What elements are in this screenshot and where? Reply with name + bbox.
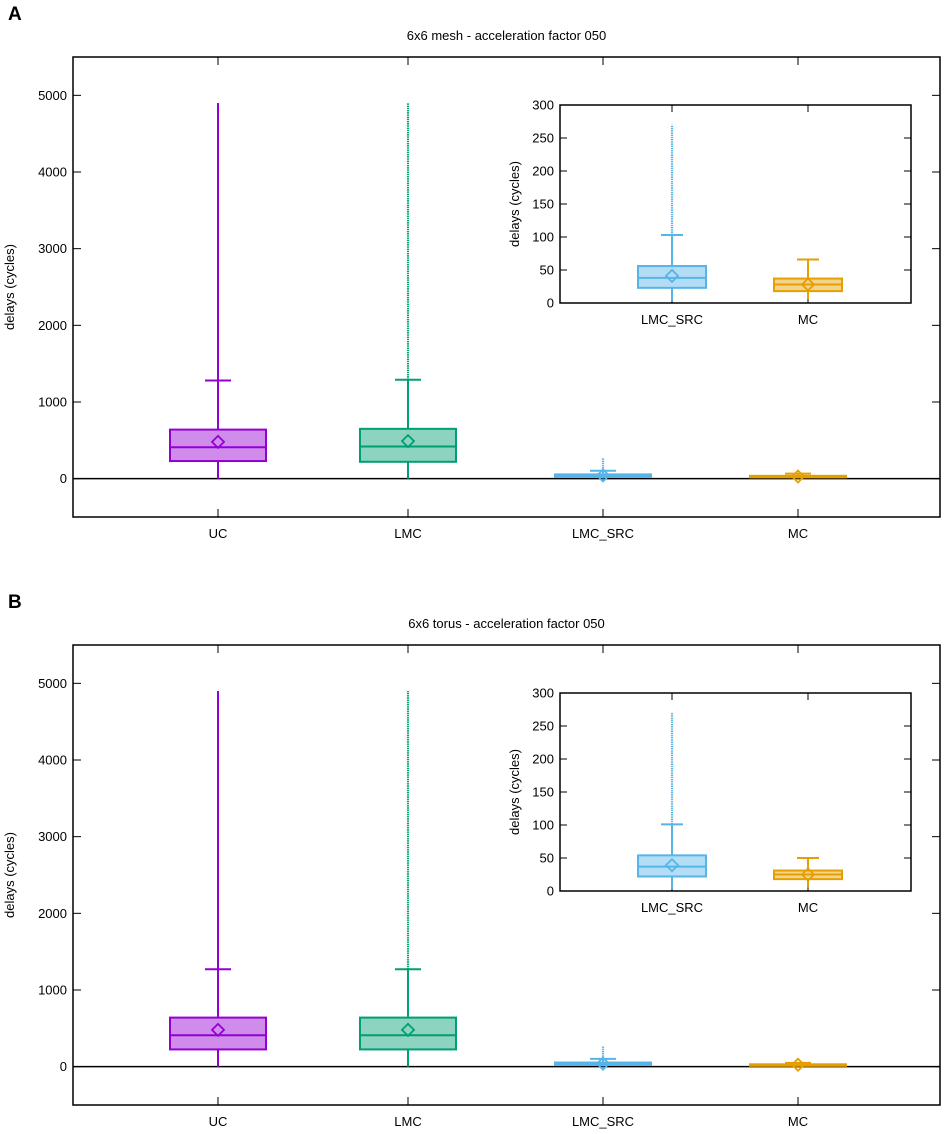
x-tick-label: UC xyxy=(209,526,228,541)
y-tick-label: 1000 xyxy=(38,983,67,998)
inset-y-tick-label: 50 xyxy=(540,263,554,278)
main-mean-marker xyxy=(210,434,226,450)
y-tick-label: 1000 xyxy=(38,395,67,410)
inset-y-tick-label: 50 xyxy=(540,851,554,866)
inset-x-tick-label: LMC_SRC xyxy=(641,312,703,327)
inset-mean-marker xyxy=(800,867,816,882)
main-mean-marker xyxy=(595,1056,611,1071)
inset-mean-marker xyxy=(664,857,680,873)
panel-label: B xyxy=(8,592,22,613)
x-tick-label: MC xyxy=(788,526,808,541)
inset-y-tick-label: 250 xyxy=(532,719,554,734)
y-tick-label: 2000 xyxy=(38,906,67,921)
y-tick-label: 0 xyxy=(60,1059,67,1074)
y-tick-label: 2000 xyxy=(38,318,67,333)
inset-box-LMC_SRC xyxy=(637,712,707,890)
main-box-UC xyxy=(169,691,267,1067)
inset-x-tick-label: MC xyxy=(798,900,818,915)
y-tick-label: 4000 xyxy=(38,753,67,768)
main-mean-marker xyxy=(595,468,611,483)
y-tick-label: 5000 xyxy=(38,676,67,691)
main-mean-marker xyxy=(790,469,806,484)
panel-B: B 6x6 torus - acceleration factor 050 0 100… xyxy=(2,592,941,1129)
main-mean-marker xyxy=(210,1022,226,1038)
main-iqr-box xyxy=(359,427,457,463)
inset-y-tick-label: 0 xyxy=(547,296,554,311)
inset-mean-marker xyxy=(664,268,680,284)
x-tick-label: LMC_SRC xyxy=(572,1114,634,1129)
main-mean-marker xyxy=(790,1057,806,1073)
main-iqr-box xyxy=(359,1016,457,1051)
x-tick-label: UC xyxy=(209,1114,228,1129)
y-tick-label: 4000 xyxy=(38,165,67,180)
plot-frame xyxy=(72,644,941,1106)
main-box-LMC xyxy=(359,691,457,1067)
main-mean-marker xyxy=(400,433,416,449)
inset-box-MC xyxy=(773,857,843,888)
x-tick-label: MC xyxy=(788,1114,808,1129)
inset-y-tick-label: 250 xyxy=(532,131,554,146)
main-box-LMC_SRC xyxy=(554,1045,652,1071)
inset-y-tick-label: 300 xyxy=(532,686,554,701)
main-iqr-box xyxy=(169,428,267,463)
inset-y-tick-label: 200 xyxy=(532,752,554,767)
inset-plot: 0 50 100 150 200 250 300 delays (cycles) LMC_SRC… xyxy=(507,686,912,915)
chart-title: 6x6 torus - acceleration factor 050 xyxy=(408,616,605,631)
inset-y-axis-label: delays (cycles) xyxy=(507,749,522,835)
y-tick-label: 0 xyxy=(60,471,67,486)
main-iqr-box xyxy=(169,1016,267,1051)
main-box-UC xyxy=(169,103,267,479)
inset-y-tick-label: 300 xyxy=(532,98,554,113)
x-tick-label: LMC xyxy=(394,1114,421,1129)
inset-x-tick-label: LMC_SRC xyxy=(641,900,703,915)
panel-label: A xyxy=(8,4,22,25)
inset-y-tick-label: 200 xyxy=(532,164,554,179)
chart-title: 6x6 mesh - acceleration factor 050 xyxy=(407,28,606,43)
inset-box-LMC_SRC xyxy=(637,124,707,302)
main-box-LMC xyxy=(359,103,457,479)
inset-frame xyxy=(559,692,912,892)
x-tick-label: LMC xyxy=(394,526,421,541)
inset-y-tick-label: 150 xyxy=(532,197,554,212)
y-tick-label: 3000 xyxy=(38,241,67,256)
y-tick-label: 5000 xyxy=(38,88,67,103)
inset-y-tick-label: 150 xyxy=(532,785,554,800)
inset-y-tick-label: 100 xyxy=(532,230,554,245)
inset-plot: 0 50 100 150 200 250 300 delays (cycles) LMC_SRC… xyxy=(507,98,912,327)
main-box-MC xyxy=(749,1057,847,1073)
inset-box-MC xyxy=(773,258,843,300)
inset-y-axis-label: delays (cycles) xyxy=(507,161,522,247)
y-axis-label: delays (cycles) xyxy=(2,832,17,918)
y-axis-label: delays (cycles) xyxy=(2,244,17,330)
x-tick-label: LMC_SRC xyxy=(572,526,634,541)
inset-y-tick-label: 0 xyxy=(547,884,554,899)
main-box-LMC_SRC xyxy=(554,457,652,483)
inset-mean-marker xyxy=(800,277,816,292)
inset-y-tick-label: 100 xyxy=(532,818,554,833)
plot-frame xyxy=(72,56,941,518)
main-mean-marker xyxy=(400,1022,416,1038)
inset-frame xyxy=(559,104,912,304)
main-box-MC xyxy=(749,469,847,484)
y-tick-label: 3000 xyxy=(38,829,67,844)
inset-x-tick-label: MC xyxy=(798,312,818,327)
